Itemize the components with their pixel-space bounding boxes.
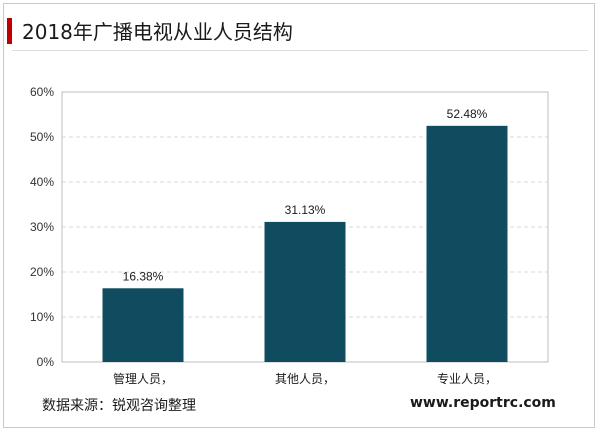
y-tick-label: 40% (30, 175, 54, 189)
source-note: 数据来源：锐观咨询整理 (42, 398, 196, 414)
y-tick-label: 50% (30, 130, 54, 144)
category-label: 专业人员， (437, 371, 497, 386)
title-accent-bar (7, 18, 12, 44)
y-tick-label: 60% (30, 85, 54, 99)
bar (102, 288, 184, 362)
category-label: 管理人员， (113, 371, 173, 386)
title-divider (12, 50, 588, 51)
data-label: 16.38% (123, 269, 164, 283)
y-tick-label: 10% (30, 310, 54, 324)
bar (264, 221, 346, 362)
chart-frame (3, 3, 595, 428)
data-label: 31.13% (285, 203, 326, 217)
y-tick-label: 30% (30, 220, 54, 234)
y-axis: 0% 10% 20% 30% 40% 50% 60% (30, 85, 54, 369)
category-label: 其他人员， (275, 372, 335, 386)
bars (102, 125, 508, 362)
y-tick-label: 0% (37, 355, 55, 369)
data-labels: 16.38% 31.13% 52.48% (123, 107, 488, 283)
y-tick-label: 20% (30, 265, 54, 279)
data-label: 52.48% (447, 107, 488, 121)
x-axis: 管理人员， 其他人员， 专业人员， (113, 371, 497, 386)
chart-title: 2018年广播电视从业人员结构 (22, 20, 293, 44)
website-link[interactable]: www.reportrc.com (410, 395, 556, 411)
bar (426, 125, 508, 362)
